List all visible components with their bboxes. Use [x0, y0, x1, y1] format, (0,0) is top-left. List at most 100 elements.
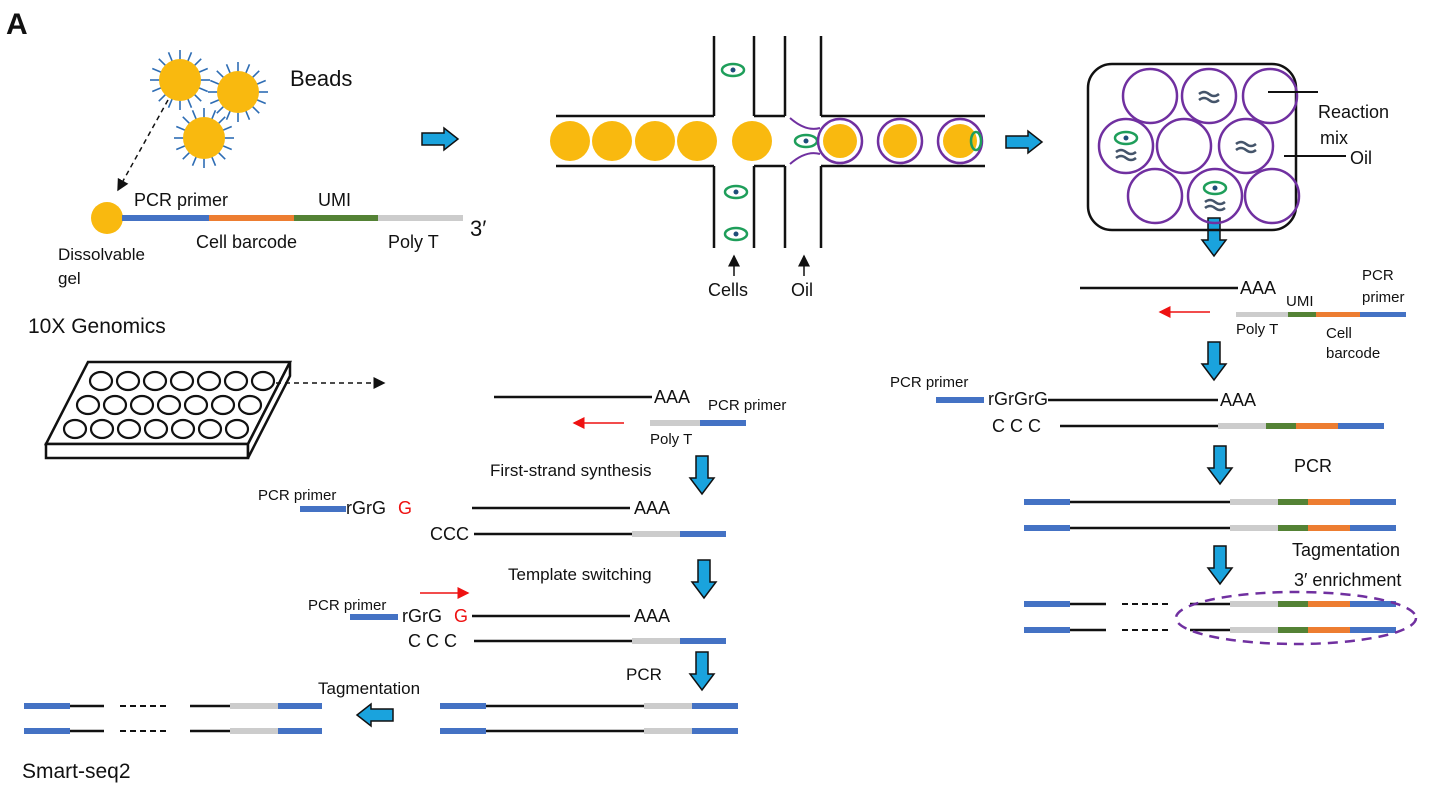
- bead-spike: [167, 98, 174, 109]
- tenx-tag-strand-1-umi: [1278, 601, 1308, 607]
- plate-well: [210, 394, 236, 416]
- plate-front: [44, 442, 250, 460]
- mrna-squiggle: [1235, 140, 1257, 148]
- ss-ts2-ccc: C C C: [408, 631, 457, 651]
- oil-pinch-top: [789, 117, 821, 130]
- plate-well: [102, 394, 128, 416]
- bead-spike: [191, 156, 198, 167]
- emulsion-droplets: [1097, 67, 1301, 225]
- bead-spike: [256, 98, 267, 105]
- bead-spike: [198, 86, 209, 93]
- beads-cluster: [150, 50, 268, 168]
- ss-ts2-primer: [350, 614, 398, 620]
- reaction-label-line1: Reaction: [1318, 102, 1389, 122]
- ss-fs-aaa: AAA: [634, 498, 670, 518]
- well-plate: [43, 360, 293, 460]
- cell-nucleus: [1123, 135, 1129, 141]
- droplet-bead-1: [823, 124, 857, 158]
- ss-template-switching-label: Template switching: [508, 565, 652, 584]
- emulsion-droplet-9: [1243, 167, 1301, 225]
- flow-arrows: [355, 126, 1234, 728]
- gel-label-line1: Dissolvable: [58, 245, 145, 264]
- tenx-pcr-strand-1-barcode: [1308, 499, 1350, 505]
- emulsion-droplet-7: [1126, 167, 1184, 225]
- tenx-pcr-strand-1-primer-right: [1350, 499, 1396, 505]
- ss-pcr-products: [440, 703, 738, 734]
- tenx-pcr-strand-1-umi: [1278, 499, 1308, 505]
- pcr-primer-segment: [122, 215, 209, 221]
- tenx-ts-rgrgrg: rGrGrG: [988, 389, 1048, 409]
- bead-spike: [182, 116, 191, 125]
- tenx-pcr-strand-2-primer-right: [1350, 525, 1396, 531]
- tenx-pcr-strand-2-primer-left: [1024, 525, 1070, 531]
- bead-spike: [167, 51, 174, 62]
- ss-pcr-strand-1-polyt: [644, 703, 692, 709]
- chip-bead-3: [635, 121, 675, 161]
- arrow-rt-down: [1200, 341, 1228, 382]
- ss-polyt-segment: [650, 420, 700, 426]
- ss-ts2-aaa: AAA: [634, 606, 670, 626]
- plate-well: [62, 418, 88, 440]
- bead-spike: [244, 63, 251, 74]
- mrna-squiggle: [1204, 204, 1226, 212]
- bead-spike: [217, 116, 226, 125]
- cell-nucleus: [733, 231, 739, 237]
- tenx-pcr-strand-2-umi: [1278, 525, 1308, 531]
- chip-beads-and-cells: [550, 62, 984, 242]
- bead-spike: [222, 125, 233, 132]
- cell: [723, 184, 749, 200]
- oil-inlet-label: Oil: [791, 280, 813, 300]
- tenx-pcr-products: [1024, 499, 1396, 531]
- bead-spike: [158, 58, 167, 67]
- gel-label-line2: gel: [58, 269, 81, 288]
- bead-spike: [158, 93, 167, 102]
- droplet-cell: [969, 130, 983, 152]
- tenx-tag-strand-1-barcode: [1308, 601, 1350, 607]
- tenx-rt-pcr-label-1: PCR: [1362, 267, 1394, 284]
- microfluidic-chip: [556, 36, 985, 248]
- umi-label: UMI: [318, 190, 351, 210]
- bead-spike: [256, 79, 267, 86]
- plate-well: [170, 418, 196, 440]
- cell-barcode-segment: [209, 215, 294, 221]
- cell-nucleus: [733, 189, 739, 195]
- arrow-ts-down: [1206, 445, 1234, 486]
- tenx-tag-strand-1-polyt: [1230, 601, 1278, 607]
- chip-bead-1: [550, 121, 590, 161]
- plate-well: [237, 394, 263, 416]
- cell: [720, 62, 746, 78]
- mrna-squiggle: [1235, 146, 1257, 154]
- ss-aaa: AAA: [654, 387, 690, 407]
- bead-spike: [175, 125, 186, 132]
- plate-well: [183, 394, 209, 416]
- cells-inlet-label: Cells: [708, 280, 748, 300]
- emulsion-droplet-5: [1155, 117, 1213, 175]
- mrna-squiggle: [1198, 90, 1220, 98]
- plate-well: [197, 418, 223, 440]
- bead-1: [159, 59, 201, 101]
- tenx-rt-barcode-label-2: barcode: [1326, 345, 1380, 362]
- tenx-rt-oligo: [1236, 312, 1406, 317]
- tenx-tag-strand-2-polyt: [1230, 627, 1278, 633]
- tenx-pcr-strand-1-polyt: [1230, 499, 1278, 505]
- ss-g-red: G: [398, 498, 412, 518]
- poly-t-segment: [378, 215, 463, 221]
- ss-ts2-rgrg: rGrG: [402, 606, 442, 626]
- mrna-squiggle: [1198, 96, 1220, 104]
- bead-spike: [251, 105, 260, 114]
- tenx-ts-aaa: AAA: [1220, 390, 1256, 410]
- bead-spike: [182, 151, 191, 160]
- cell: [1202, 180, 1228, 196]
- plate-side: [246, 361, 292, 459]
- bead-spike: [216, 105, 225, 114]
- tenx-enrichment-label: 3′ enrichment: [1294, 570, 1401, 590]
- plate-well: [196, 370, 222, 392]
- ss-tag-strand-1-polyt: [230, 703, 278, 709]
- tenx-method-name: 10X Genomics: [28, 315, 166, 338]
- bead-spike: [217, 151, 226, 160]
- oil-pinch-bottom: [789, 152, 821, 165]
- emulsion-droplet-8: [1186, 167, 1244, 225]
- bead-spike: [193, 93, 202, 102]
- bead-spike: [222, 144, 233, 151]
